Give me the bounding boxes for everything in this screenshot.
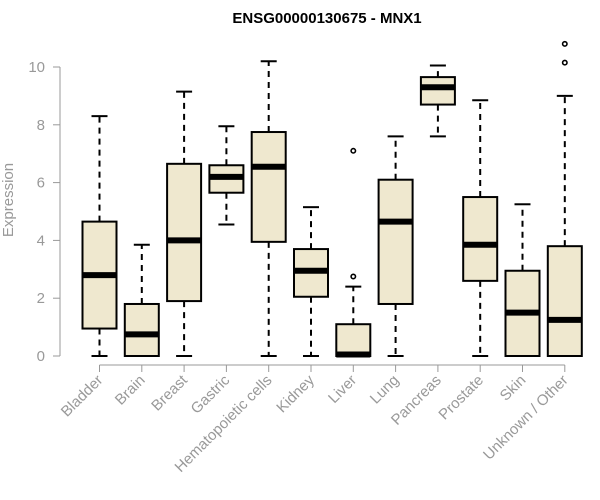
x-tick-label: Prostate bbox=[435, 372, 487, 424]
x-tick-label: Kidney bbox=[273, 371, 318, 416]
iqr-box bbox=[419, 76, 456, 106]
outlier-point bbox=[350, 273, 357, 280]
iqr-box bbox=[546, 245, 583, 357]
x-tick-label: Breast bbox=[148, 371, 191, 414]
outlier-point bbox=[350, 147, 357, 154]
box-breast bbox=[166, 90, 203, 357]
y-axis: 0 2 4 6 8 10 bbox=[28, 59, 61, 365]
box-gastric bbox=[208, 125, 245, 226]
iqr-box bbox=[123, 302, 160, 358]
box-kidney bbox=[293, 206, 329, 357]
y-tick-label: 2 bbox=[37, 290, 45, 307]
x-tick-label: Liver bbox=[325, 372, 360, 407]
box-liver bbox=[335, 147, 372, 358]
box-unknown-other bbox=[546, 40, 583, 357]
y-tick-label: 10 bbox=[28, 59, 45, 76]
x-tick-label: Skin bbox=[497, 372, 530, 405]
box-brain bbox=[123, 243, 160, 358]
iqr-box bbox=[335, 323, 372, 357]
y-tick-label: 6 bbox=[37, 175, 45, 192]
y-tick-label: 8 bbox=[37, 117, 45, 134]
x-tick-label: Lung bbox=[367, 372, 403, 408]
box-prostate bbox=[462, 99, 499, 357]
box-pancreas bbox=[419, 64, 456, 138]
outlier-point bbox=[561, 40, 568, 47]
plot-area bbox=[81, 40, 583, 358]
iqr-box bbox=[166, 162, 203, 303]
box-lung bbox=[377, 135, 414, 357]
box-hematopoietic-cells bbox=[250, 60, 287, 357]
y-tick-label: 4 bbox=[37, 232, 45, 249]
iqr-box bbox=[250, 131, 287, 243]
x-tick-label: Bladder bbox=[58, 372, 107, 421]
y-axis-label: Expression bbox=[0, 163, 17, 237]
outlier-point bbox=[561, 59, 568, 66]
iqr-box bbox=[377, 178, 414, 305]
box-bladder bbox=[81, 115, 118, 357]
y-tick-label: 0 bbox=[37, 348, 45, 365]
x-tick-label: Brain bbox=[112, 372, 149, 409]
box-skin bbox=[504, 203, 541, 357]
iqr-box bbox=[462, 196, 499, 282]
chart-title: ENSG00000130675 - MNX1 bbox=[232, 10, 421, 27]
